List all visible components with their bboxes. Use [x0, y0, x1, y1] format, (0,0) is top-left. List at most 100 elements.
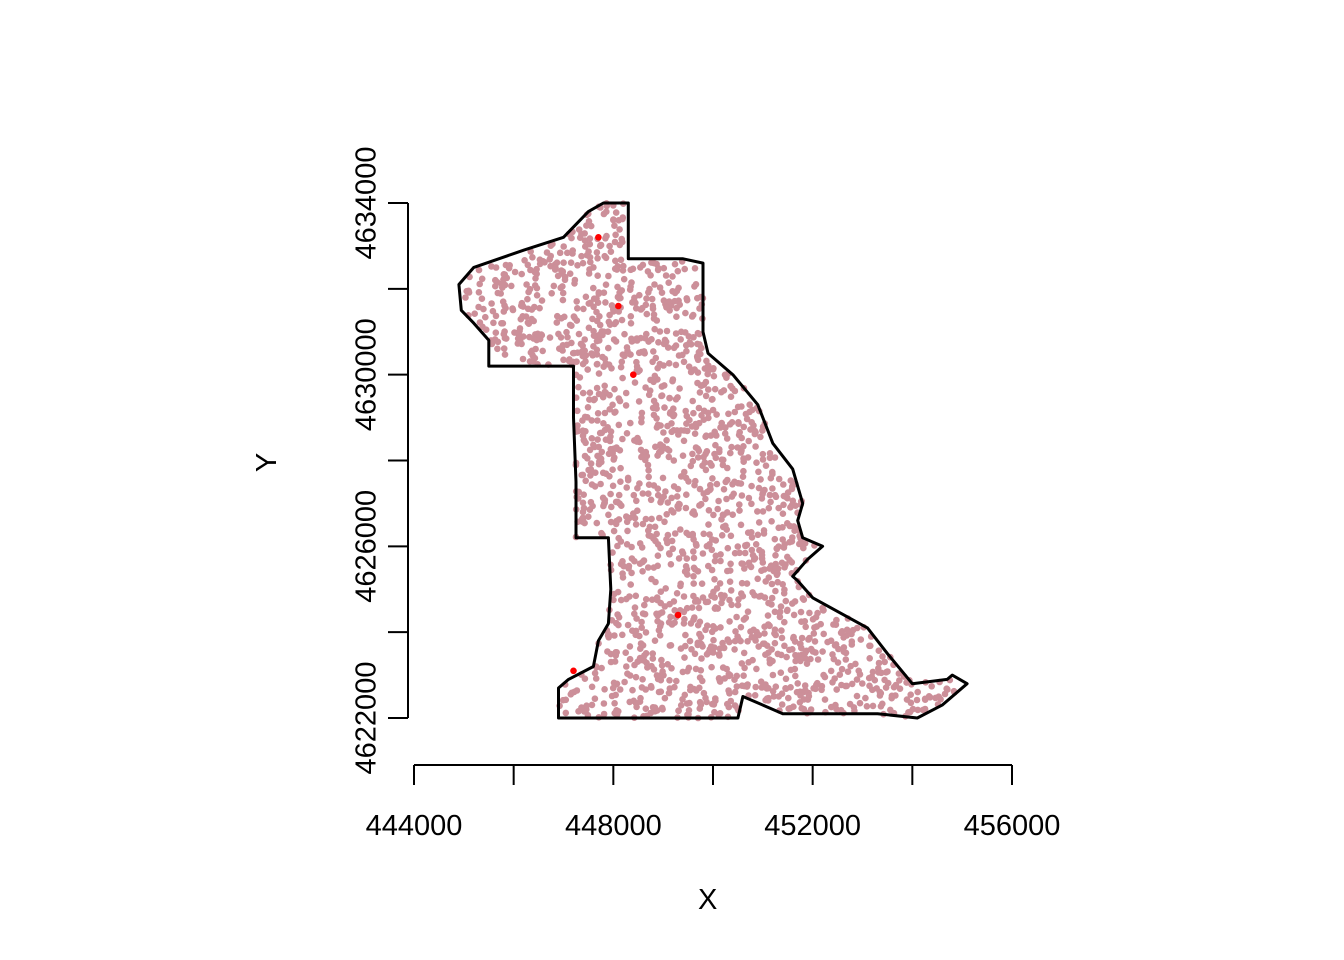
data-point	[682, 309, 689, 317]
data-point	[664, 499, 672, 506]
data-point	[702, 378, 710, 386]
data-point	[694, 621, 702, 629]
data-point	[551, 266, 559, 273]
x-tick-label: 456000	[964, 810, 1061, 842]
data-point	[879, 653, 886, 660]
data-point	[617, 464, 624, 472]
data-point	[767, 498, 774, 506]
data-point	[792, 502, 799, 510]
data-point	[696, 502, 703, 509]
data-point	[782, 685, 789, 692]
data-point	[597, 480, 604, 488]
data-point	[591, 483, 599, 490]
data-point	[856, 699, 864, 707]
data-point	[745, 437, 752, 445]
data-point	[675, 284, 682, 292]
data-point	[508, 282, 515, 290]
data-point	[743, 541, 751, 549]
data-point	[663, 536, 670, 543]
data-point	[604, 424, 611, 431]
data-point	[674, 485, 682, 493]
data-point	[622, 389, 630, 397]
data-point	[605, 272, 612, 280]
data-point	[573, 298, 580, 305]
data-point	[617, 256, 625, 264]
data-point	[704, 598, 712, 606]
data-point	[639, 520, 647, 528]
data-point	[647, 272, 654, 279]
data-point	[511, 268, 519, 276]
data-point	[884, 668, 891, 675]
data-point	[849, 626, 857, 634]
data-point	[655, 339, 662, 346]
data-point	[641, 652, 648, 659]
data-point	[686, 339, 693, 346]
data-point	[623, 484, 630, 491]
data-point	[736, 549, 743, 557]
data-point	[596, 429, 604, 437]
data-point	[533, 265, 540, 273]
data-point	[617, 596, 625, 604]
data-point	[836, 671, 844, 678]
data-point	[626, 655, 634, 663]
data-point	[621, 678, 628, 686]
data-point	[755, 468, 762, 476]
data-point	[586, 446, 594, 454]
data-point	[584, 366, 591, 373]
data-point	[629, 686, 636, 694]
data-point	[770, 693, 778, 700]
data-point	[651, 372, 659, 380]
data-point	[665, 453, 673, 461]
data-point	[863, 703, 871, 710]
data-point	[866, 655, 873, 662]
data-point	[775, 504, 782, 512]
data-point	[638, 684, 646, 691]
data-point	[781, 564, 788, 571]
data-point	[673, 590, 681, 597]
data-point	[642, 705, 650, 712]
data-point	[615, 491, 623, 499]
data-point	[727, 560, 734, 568]
data-point	[914, 706, 922, 714]
data-point	[848, 641, 856, 648]
data-point	[696, 684, 703, 692]
data-point	[726, 578, 734, 585]
data-point	[914, 688, 921, 696]
data-point	[833, 705, 840, 713]
data-point	[744, 529, 752, 536]
data-point	[694, 445, 702, 453]
data-point	[738, 590, 745, 597]
data-point	[792, 672, 799, 680]
data-point	[787, 504, 794, 511]
data-point	[661, 404, 668, 411]
data-point	[562, 709, 570, 717]
data-point	[601, 388, 609, 396]
data-point	[774, 578, 781, 586]
data-point	[592, 469, 599, 477]
data-point	[690, 580, 697, 587]
data-point	[682, 642, 689, 650]
data-point	[677, 473, 685, 480]
data-point	[681, 568, 689, 575]
data-point	[567, 691, 575, 698]
data-point	[738, 579, 746, 587]
data-point	[600, 289, 608, 297]
data-point	[638, 418, 645, 426]
data-point	[662, 488, 669, 495]
data-point	[666, 642, 674, 649]
data-point	[724, 544, 732, 552]
data-point	[686, 637, 694, 645]
data-point	[759, 456, 767, 463]
data-point	[651, 637, 659, 644]
data-point	[670, 405, 677, 413]
data-point	[620, 275, 628, 283]
data-point	[610, 216, 617, 224]
data-point	[712, 454, 720, 462]
data-point	[642, 515, 650, 523]
data-point	[711, 594, 718, 601]
data-point	[688, 646, 695, 653]
data-point	[921, 696, 929, 703]
data-point	[715, 497, 722, 505]
data-point	[462, 294, 469, 301]
data-point	[738, 660, 746, 667]
